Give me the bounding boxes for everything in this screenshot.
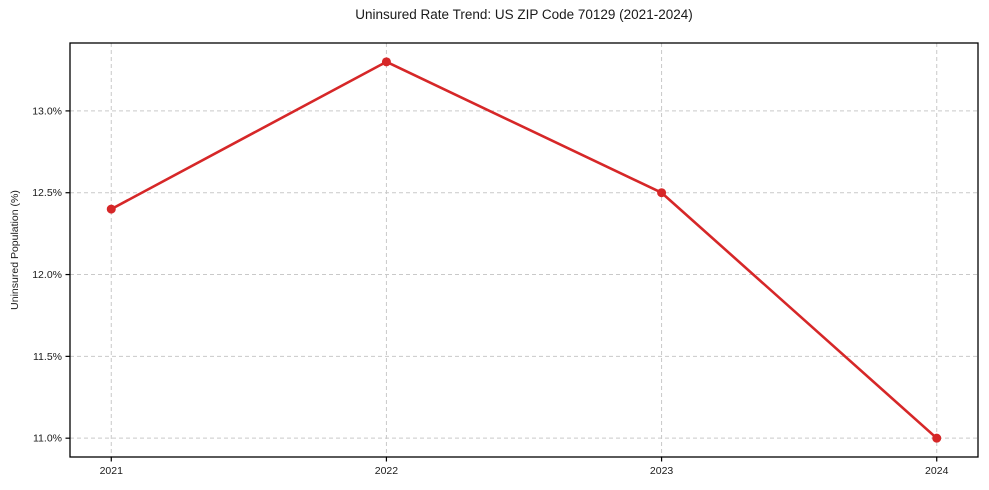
data-point-2022 <box>381 57 391 67</box>
x-tick-label: 2023 <box>650 465 674 477</box>
chart-title: Uninsured Rate Trend: US ZIP Code 70129 … <box>355 7 693 22</box>
y-tick-label: 11.5% <box>33 351 62 363</box>
data-point-2023 <box>657 188 667 198</box>
x-tick-label: 2024 <box>925 465 949 477</box>
y-tick-label: 12.5% <box>32 187 62 199</box>
plot-frame <box>69 42 979 458</box>
data-point-2021 <box>106 204 116 214</box>
x-tick-label: 2022 <box>375 465 399 477</box>
y-tick-label: 12.0% <box>32 269 62 281</box>
y-tick-label: 13.0% <box>32 105 62 117</box>
trend-line <box>109 60 939 440</box>
data-point-2024 <box>932 433 942 443</box>
x-tick-label: 2021 <box>100 465 124 477</box>
y-tick-label: 11.0% <box>33 433 62 445</box>
